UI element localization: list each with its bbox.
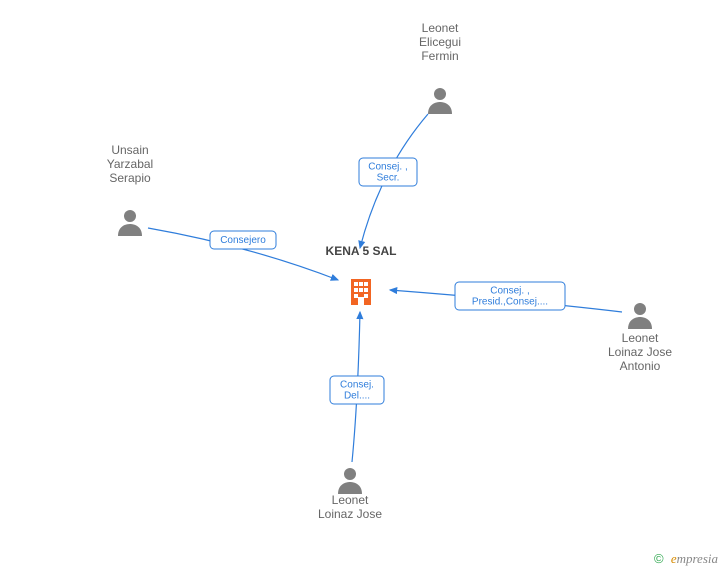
node-label: Yarzabal	[107, 157, 153, 171]
copyright-symbol: ©	[654, 551, 664, 566]
person-icon	[428, 88, 452, 114]
edge-label-text: Del....	[344, 391, 370, 402]
edge-label-text: Secr.	[377, 173, 400, 184]
edge-label-text: Consej.	[340, 380, 374, 391]
node-label: Leonet	[422, 21, 459, 35]
edge-label: Consejero	[210, 231, 276, 249]
node-label: Serapio	[109, 171, 151, 185]
node-label: Antonio	[620, 359, 661, 373]
node-label: Unsain	[111, 143, 148, 157]
node-label: Leonet	[332, 493, 369, 507]
network-diagram: Consej. ,Secr.ConsejeroConsej. ,Presid.,…	[0, 0, 728, 575]
node-label: Elicegui	[419, 35, 461, 49]
edge-label-text: Consej. ,	[368, 162, 407, 173]
edge-label: Consej. ,Secr.	[359, 158, 417, 186]
watermark: © empresia	[654, 551, 718, 567]
edge-label: Consej.Del....	[330, 376, 384, 404]
building-icon	[351, 279, 371, 305]
edge-label: Consej. ,Presid.,Consej....	[455, 282, 565, 310]
company-label: KENA 5 SAL	[326, 244, 397, 258]
person-icon	[118, 210, 142, 236]
edge-label-text: Presid.,Consej....	[472, 297, 548, 308]
person-icon	[628, 303, 652, 329]
edge-label-text: Consejero	[220, 235, 266, 246]
brand-rest: mpresia	[677, 551, 718, 566]
node-label: Loinaz Jose	[318, 507, 382, 521]
node-label: Loinaz Jose	[608, 345, 672, 359]
person-icon	[338, 468, 362, 494]
node-label: Fermin	[421, 49, 458, 63]
edge-label-text: Consej. ,	[490, 286, 529, 297]
node-label: Leonet	[622, 331, 659, 345]
